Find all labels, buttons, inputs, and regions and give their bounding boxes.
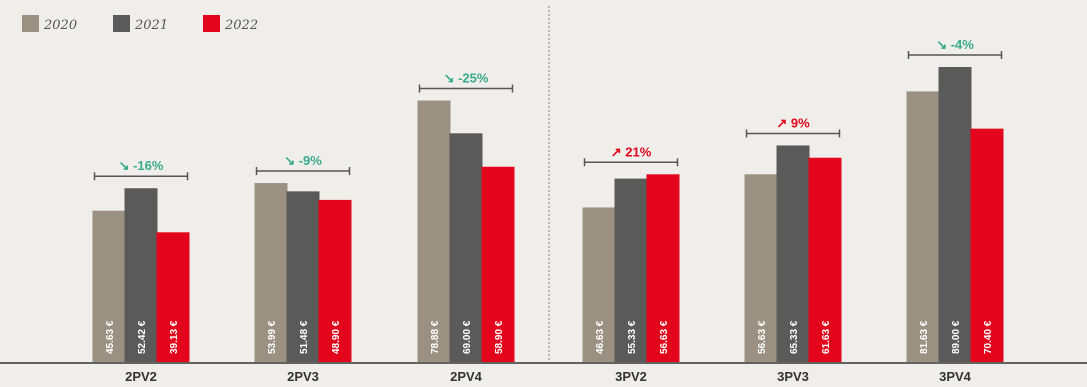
bar-3PV4-2022 (970, 128, 1004, 362)
bar-3PV3-2020 (744, 174, 778, 362)
category-label-2PV2: 2PV2 (125, 369, 157, 384)
value-label-3PV4-2020: 81.63 € (919, 320, 930, 354)
value-label-3PV2-2022: 56.63 € (659, 320, 670, 354)
bar-3PV3-2022 (808, 157, 842, 362)
value-label-2PV4-2020: 78.88 € (430, 320, 441, 354)
legend-label-2020: 2020 (43, 18, 77, 33)
value-label-2PV2-2021: 52.42 € (137, 320, 148, 354)
legend-swatch-2021 (113, 15, 130, 32)
bar-2PV3-2021 (286, 191, 320, 362)
value-label-2PV2-2022: 39.13 € (169, 320, 180, 354)
bar-2PV2-2022 (156, 232, 190, 362)
bar-3PV4-2021 (938, 67, 972, 362)
bar-2PV4-2022 (481, 166, 515, 362)
legend-label-2022: 2022 (224, 18, 258, 33)
value-label-3PV4-2022: 70.40 € (983, 320, 994, 354)
value-label-3PV3-2021: 65.33 € (789, 320, 800, 354)
legend-swatch-2022 (203, 15, 220, 32)
value-label-3PV2-2021: 55.33 € (627, 320, 638, 354)
bar-2PV3-2022 (318, 199, 352, 362)
legend-swatch-2020 (22, 15, 39, 32)
bar-2PV4-2021 (449, 133, 483, 362)
change-label-3PV2: ↗ 21% (611, 144, 652, 159)
bar-2PV2-2020 (92, 210, 126, 362)
value-label-3PV4-2021: 89.00 € (951, 320, 962, 354)
change-label-3PV4: ↘ -4% (936, 37, 974, 52)
bar-3PV3-2021 (776, 145, 810, 362)
value-label-3PV3-2020: 56.63 € (757, 320, 768, 354)
category-label-2PV4: 2PV4 (450, 369, 483, 384)
bar-3PV2-2022 (646, 174, 680, 362)
value-label-3PV3-2022: 61.63 € (821, 320, 832, 354)
category-label-3PV4: 3PV4 (939, 369, 972, 384)
value-label-2PV4-2021: 69.00 € (462, 320, 473, 354)
value-label-2PV3-2020: 53.99 € (267, 320, 278, 354)
bar-3PV2-2021 (614, 178, 648, 362)
bar-2PV4-2020 (417, 100, 451, 362)
change-label-2PV2: ↘ -16% (119, 158, 164, 173)
value-label-2PV2-2020: 45.63 € (105, 320, 116, 354)
legend-label-2021: 2021 (134, 18, 168, 33)
bar-2PV2-2021 (124, 188, 158, 362)
bar-3PV2-2020 (582, 207, 616, 362)
value-label-2PV4-2022: 58.90 € (494, 320, 505, 354)
change-label-2PV3: ↘ -9% (284, 153, 322, 168)
value-label-2PV3-2022: 48.90 € (331, 320, 342, 354)
category-label-3PV2: 3PV2 (615, 369, 647, 384)
value-label-2PV3-2021: 51.48 € (299, 320, 310, 354)
bar-3PV4-2020 (906, 91, 940, 362)
category-label-3PV3: 3PV3 (777, 369, 809, 384)
value-label-3PV2-2020: 46.63 € (595, 320, 606, 354)
change-label-3PV3: ↗ 9% (776, 115, 810, 130)
bar-2PV3-2020 (254, 183, 288, 362)
change-label-2PV4: ↘ -25% (444, 71, 489, 86)
category-label-2PV3: 2PV3 (287, 369, 319, 384)
